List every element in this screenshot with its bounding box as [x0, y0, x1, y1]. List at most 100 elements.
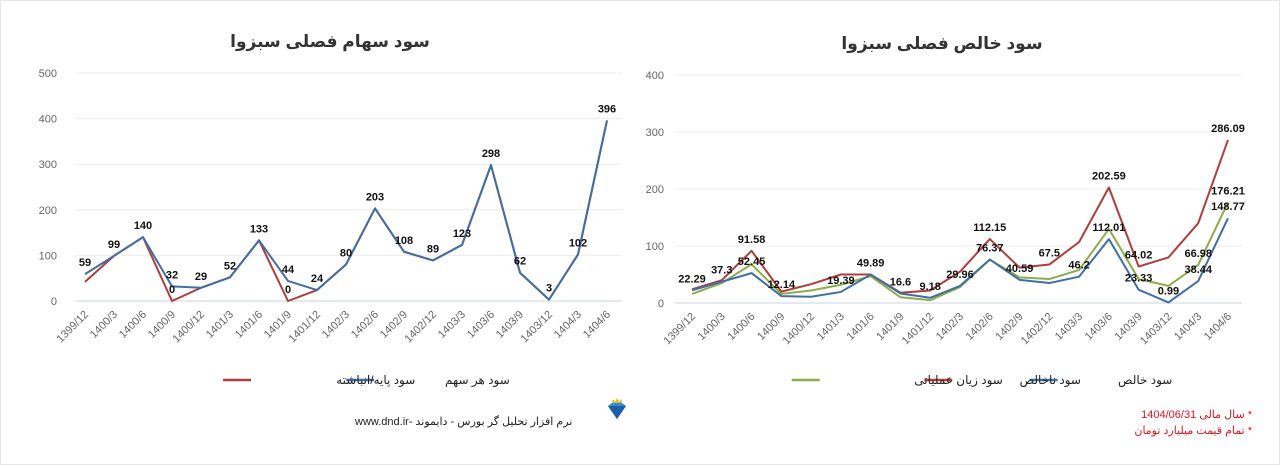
data-label: 80 [340, 248, 352, 260]
chart-1: 01002003004001399/121400/31400/61400/914… [646, 70, 1245, 388]
x-tick-label: 1402/12 [1019, 311, 1056, 348]
x-tick-label: 1403/6 [1083, 311, 1115, 343]
x-tick-label: 1403/6 [465, 309, 497, 341]
data-label: 23.33 [1125, 273, 1153, 285]
chart-title-net-profit: سود خالص فصلی سبزوا [841, 34, 1042, 54]
data-label: 0.99 [1158, 285, 1179, 297]
x-tick-label: 1401/6 [233, 309, 265, 341]
data-label: 29 [195, 271, 207, 283]
data-label: 3 [546, 283, 552, 295]
x-tick-label: 1399/12 [55, 309, 92, 346]
data-label: 298 [482, 148, 500, 160]
data-label: 202.59 [1092, 171, 1126, 183]
series-line [691, 139, 1229, 294]
data-label: 133 [250, 223, 268, 235]
data-label: 62 [514, 256, 526, 268]
data-label: 29.96 [946, 269, 974, 281]
x-tick-label: 1400/3 [696, 311, 728, 343]
x-tick-label: 1401/3 [204, 309, 236, 341]
y-tick-label: 200 [39, 205, 57, 217]
x-tick-label: 1401/12 [287, 309, 324, 346]
y-tick-label: 0 [658, 298, 664, 310]
data-label: 52 [224, 260, 236, 272]
chart-0: 01002003004005001399/121400/31400/61400/… [39, 68, 622, 388]
data-label: 0 [169, 284, 175, 296]
x-tick-label: 1402/6 [964, 311, 996, 343]
legend-label: سود پایه/انباشته [336, 373, 415, 388]
data-label: 19.39 [827, 275, 855, 287]
data-label: 44 [282, 264, 295, 276]
x-tick-label: 1403/3 [1053, 311, 1085, 343]
y-tick-label: 100 [646, 241, 664, 253]
x-tick-label: 1402/3 [320, 309, 352, 341]
legend-label: سود خالص [1118, 373, 1172, 388]
series-line [84, 120, 608, 302]
series-line [691, 202, 1229, 302]
data-label: 76.37 [976, 242, 1004, 254]
data-label: 52.45 [738, 256, 766, 268]
data-label: 37.3 [711, 265, 732, 277]
x-tick-label: 1404/3 [1172, 311, 1204, 343]
x-tick-label: 1400/12 [171, 309, 208, 346]
legend-label: سود زیان عملیاتی [914, 373, 1003, 388]
data-label: 64.02 [1125, 250, 1153, 262]
series-line [84, 120, 608, 301]
data-label: 99 [108, 239, 120, 251]
software-credit: نرم افزار تحلیل گر بورس - دایموند -www.d… [355, 416, 573, 428]
y-tick-label: 0 [51, 296, 57, 308]
fiscal-year-note: * سال مالی 1404/06/31 [1141, 409, 1252, 421]
data-label: 46.2 [1068, 260, 1089, 272]
data-label: 396 [598, 103, 616, 115]
diamond-icon [608, 398, 626, 419]
y-tick-label: 400 [646, 70, 664, 82]
data-label: 176.21 [1211, 186, 1245, 198]
data-label: 22.29 [678, 273, 706, 285]
y-tick-label: 500 [39, 68, 57, 80]
x-tick-label: 1404/6 [581, 309, 613, 341]
data-label: 140 [134, 220, 152, 232]
x-tick-label: 1402/12 [403, 309, 440, 346]
data-label: 286.09 [1211, 123, 1245, 135]
currency-note: * تمام قیمت میلیارد تومان [1134, 425, 1252, 437]
data-label: 203 [366, 191, 384, 203]
data-label: 148.77 [1211, 201, 1245, 213]
data-label: 49.89 [857, 258, 885, 270]
x-tick-label: 1404/3 [552, 309, 584, 341]
x-tick-label: 1403/12 [519, 309, 556, 346]
data-label: 32 [166, 269, 178, 281]
x-tick-label: 1401/3 [815, 311, 847, 343]
data-label: 12.14 [768, 279, 796, 291]
data-label: 108 [395, 235, 413, 247]
x-tick-label: 1403/3 [436, 309, 468, 341]
legend-label: سود هر سهم [445, 373, 510, 388]
chart-title-share-profit: سود سهام فصلی سبزوا [230, 32, 430, 52]
y-tick-label: 300 [39, 159, 57, 171]
x-tick-label: 1403/12 [1138, 311, 1175, 348]
x-tick-label: 1401/12 [900, 311, 937, 348]
x-tick-label: 1402/3 [934, 311, 966, 343]
data-label: 40.59 [1006, 263, 1034, 275]
data-label: 91.58 [738, 234, 766, 246]
y-tick-label: 200 [646, 184, 664, 196]
data-label: 123 [453, 228, 471, 240]
data-label: 112.15 [973, 222, 1006, 234]
data-label: 16.6 [890, 277, 911, 289]
x-tick-label: 1404/6 [1202, 311, 1234, 343]
x-tick-label: 1400/6 [725, 311, 757, 343]
data-label: 102 [569, 237, 587, 249]
data-label: 38.44 [1184, 264, 1212, 276]
data-label: 9.18 [920, 281, 941, 293]
data-label: 89 [427, 243, 439, 255]
data-label: 0 [285, 284, 291, 296]
x-tick-label: 1402/6 [349, 309, 381, 341]
x-tick-label: 1400/3 [88, 309, 120, 341]
x-tick-label: 1401/6 [845, 311, 877, 343]
y-tick-label: 400 [39, 114, 57, 126]
x-tick-label: 1399/12 [662, 311, 699, 348]
data-label: 66.98 [1184, 248, 1212, 260]
data-label: 59 [79, 257, 91, 269]
x-tick-label: 1400/12 [781, 311, 818, 348]
data-label: 67.5 [1039, 248, 1060, 260]
y-tick-label: 300 [646, 127, 664, 139]
